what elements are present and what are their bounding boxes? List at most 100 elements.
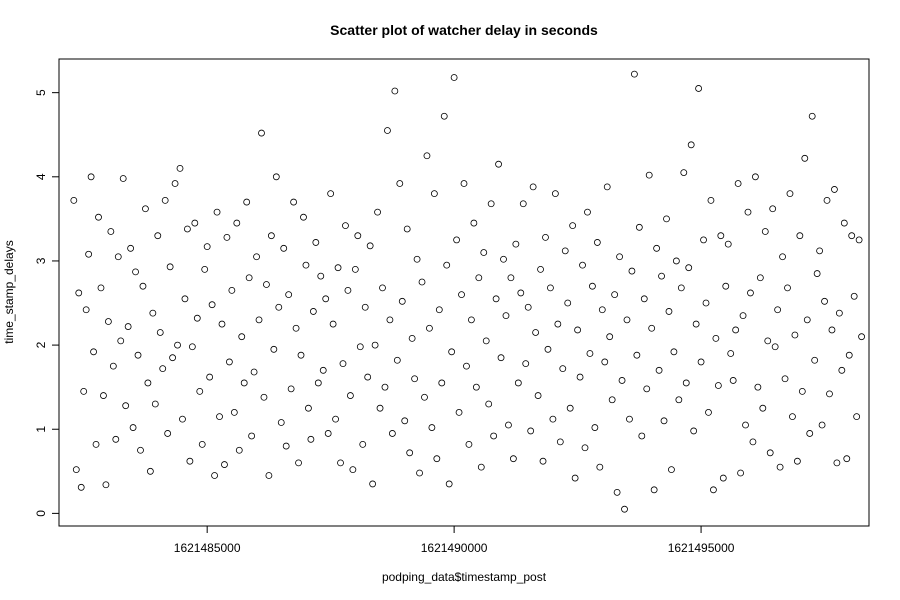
data-point: [480, 249, 488, 256]
data-point: [579, 261, 586, 269]
data-point: [811, 356, 819, 364]
data-point: [566, 404, 574, 412]
data-point: [228, 286, 236, 294]
data-point: [322, 295, 330, 303]
data-point: [203, 243, 211, 251]
data-point: [739, 312, 747, 320]
x-tick-label: 1621485000: [174, 541, 241, 555]
data-point: [361, 303, 369, 311]
data-point: [112, 435, 120, 443]
data-point: [354, 232, 362, 240]
data-point: [663, 215, 670, 223]
data-point: [253, 253, 260, 261]
data-point: [677, 284, 685, 292]
data-point: [411, 375, 419, 383]
data-point: [77, 483, 85, 491]
data-point: [314, 379, 322, 387]
data-point: [608, 396, 616, 404]
data-point: [366, 242, 374, 250]
data-point: [658, 272, 665, 280]
data-point: [206, 373, 214, 381]
data-point: [137, 446, 144, 454]
data-point: [702, 299, 710, 307]
data-point: [495, 160, 502, 168]
y-tick-label: 3: [34, 257, 48, 264]
data-point: [426, 324, 433, 332]
data-point: [371, 341, 379, 349]
data-point: [280, 244, 288, 252]
data-point: [332, 415, 339, 423]
data-point: [290, 198, 298, 206]
data-point: [240, 379, 248, 387]
data-point: [803, 316, 811, 324]
data-point: [858, 333, 865, 341]
data-point: [710, 486, 717, 494]
data-point: [618, 377, 626, 384]
data-point: [406, 449, 414, 457]
data-point: [243, 198, 251, 206]
data-point: [539, 457, 547, 465]
data-point: [347, 392, 354, 399]
data-point: [97, 284, 105, 292]
data-point: [512, 240, 520, 248]
data-point: [598, 306, 606, 314]
data-point: [734, 180, 742, 187]
data-point: [537, 265, 544, 273]
data-point: [132, 268, 139, 276]
data-point: [554, 320, 562, 328]
data-point: [196, 387, 204, 395]
data-point: [752, 173, 759, 181]
data-point: [255, 316, 263, 324]
data-point: [270, 345, 278, 353]
data-point: [845, 351, 853, 359]
data-point: [475, 274, 483, 282]
data-point: [556, 438, 564, 446]
x-tick-label: 1621490000: [421, 541, 488, 555]
data-point: [95, 213, 102, 221]
data-point: [305, 404, 312, 412]
data-point: [327, 190, 335, 198]
data-point: [186, 457, 194, 465]
data-point: [784, 284, 791, 292]
data-point: [282, 442, 290, 450]
data-point: [668, 466, 675, 474]
chart-title: Scatter plot of watcher delay in seconds: [330, 22, 598, 38]
data-point: [798, 387, 806, 395]
data-point: [292, 324, 300, 332]
data-point: [92, 440, 100, 448]
data-point: [70, 196, 78, 204]
data-point: [171, 180, 179, 187]
data-point: [302, 261, 310, 269]
data-point: [272, 173, 280, 181]
data-point: [613, 488, 621, 496]
data-point: [722, 282, 730, 290]
data-point: [317, 272, 325, 280]
data-point: [640, 295, 648, 303]
data-point: [630, 70, 638, 78]
y-tick-label: 2: [34, 341, 48, 348]
data-point: [574, 326, 581, 334]
x-tick-label: 1621495000: [668, 541, 735, 555]
data-point: [344, 286, 352, 294]
data-point: [833, 459, 841, 467]
data-point: [680, 169, 688, 176]
data-point: [435, 306, 443, 314]
data-point: [756, 274, 764, 282]
data-point: [258, 129, 265, 137]
data-point: [529, 183, 537, 191]
data-point: [628, 267, 636, 275]
data-point: [388, 430, 396, 437]
data-point: [401, 417, 409, 425]
data-point: [601, 358, 609, 366]
data-point: [828, 326, 836, 334]
data-point: [398, 297, 406, 305]
data-point: [621, 505, 628, 513]
data-point: [670, 348, 678, 356]
data-point: [450, 74, 458, 81]
x-axis-label: podping_data$timestamp_post: [382, 570, 547, 584]
data-point: [648, 324, 656, 332]
data-point: [771, 343, 779, 351]
data-point: [356, 343, 364, 351]
data-point: [263, 281, 270, 288]
data-point: [151, 400, 159, 408]
